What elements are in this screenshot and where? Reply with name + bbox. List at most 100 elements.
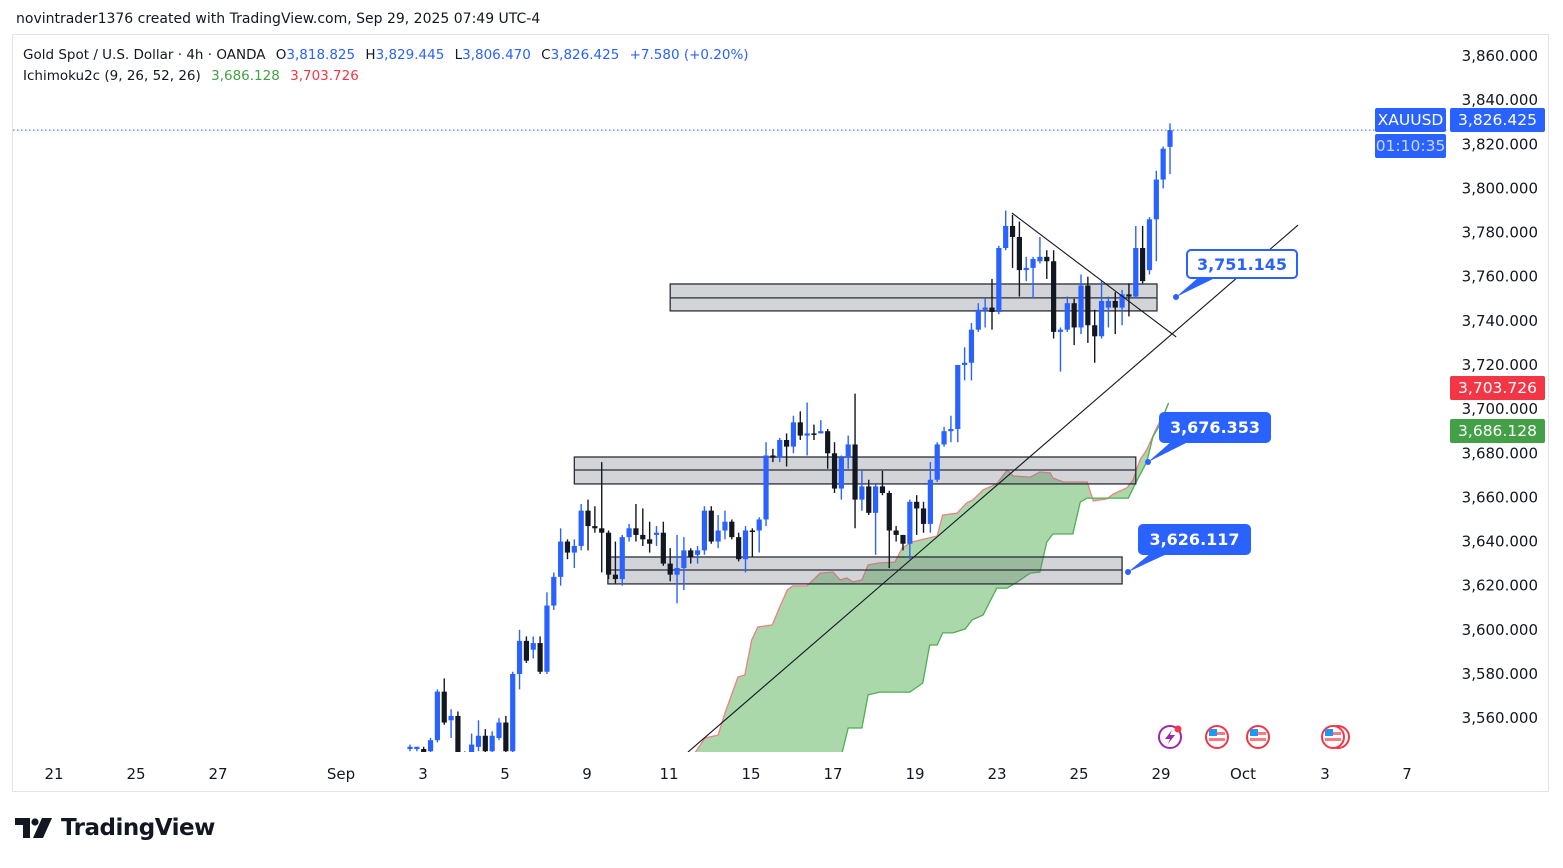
- candle-up: [790, 415, 797, 454]
- candle-body: [975, 309, 981, 330]
- candle-body: [503, 722, 509, 752]
- candle-up: [948, 415, 954, 443]
- candle-up: [1078, 274, 1084, 335]
- candle-up: [516, 629, 523, 690]
- time-axis-label: 25: [1069, 765, 1088, 783]
- candle-body: [640, 534, 646, 540]
- lightning-icon[interactable]: [1158, 725, 1182, 749]
- ichimoku-cloud: [695, 402, 1169, 752]
- ichimoku-green-tag-bg: [1450, 419, 1545, 443]
- tradingview-logo[interactable]: TradingView: [15, 815, 215, 841]
- candle-up: [414, 746, 420, 752]
- candle-body: [578, 510, 584, 546]
- candle-body: [571, 545, 577, 553]
- candle-up: [818, 420, 824, 434]
- ichimoku-red-tag[interactable]: 3,703.726: [1450, 376, 1545, 400]
- candle-down: [1085, 276, 1091, 343]
- candle-body: [996, 248, 1002, 313]
- trendline[interactable]: [1011, 212, 1177, 338]
- close-value: 3,826.425: [550, 47, 620, 63]
- indicator-legend-row[interactable]: Ichimoku2c (9, 26, 52, 26) 3,686.128 3,7…: [23, 66, 749, 87]
- candle-body: [1140, 248, 1146, 282]
- candle-body: [674, 568, 680, 575]
- lightning-bolt: [1165, 730, 1175, 744]
- candle-up: [1023, 256, 1029, 282]
- candle-body: [783, 440, 790, 447]
- price-axis-label: 3,640.000: [1462, 533, 1538, 551]
- price-axis-label: 3,660.000: [1462, 488, 1538, 506]
- candle-up: [448, 709, 454, 738]
- callout-anchor: [1173, 294, 1179, 300]
- candle-up: [653, 526, 660, 546]
- candle-body: [1153, 179, 1159, 220]
- candle-body: [523, 640, 529, 661]
- time-axis-label: Sep: [327, 765, 355, 783]
- candle-up: [777, 437, 783, 463]
- candle-up: [715, 515, 721, 549]
- candle-up: [722, 510, 728, 540]
- open-value: 3,818.825: [286, 47, 356, 63]
- candle-body: [647, 539, 653, 544]
- countdown-tag[interactable]: 01:10:35: [1375, 134, 1446, 158]
- price-axis-label: 3,560.000: [1462, 709, 1538, 727]
- candle-up: [1146, 217, 1153, 275]
- candle-down: [879, 470, 886, 496]
- us-flag-icon[interactable]: [1205, 725, 1229, 749]
- candle-up: [1153, 170, 1159, 262]
- flag-stripe: [1250, 738, 1266, 741]
- candle-body: [633, 528, 639, 535]
- candle-body: [1030, 259, 1036, 268]
- candle-body: [955, 364, 961, 429]
- last-price-tag[interactable]: 3,826.425: [1450, 108, 1545, 132]
- candle-body: [989, 307, 995, 313]
- candle-down: [647, 521, 653, 553]
- callout-text: 3,676.353: [1170, 418, 1260, 437]
- candle-body: [1085, 285, 1091, 326]
- candle-body: [866, 486, 872, 513]
- candle-body: [893, 530, 899, 535]
- time-axis-label: 27: [208, 765, 227, 783]
- candle-body: [907, 501, 913, 544]
- candle-down: [633, 504, 639, 542]
- candle-body: [688, 550, 694, 557]
- candle-up: [742, 526, 749, 573]
- candle-body: [715, 530, 721, 542]
- candle-body: [1037, 256, 1043, 262]
- time-axis-label: 3: [1320, 765, 1330, 783]
- candle-up: [510, 671, 516, 752]
- candle-down: [770, 448, 776, 463]
- ichimoku-green-tag[interactable]: 3,686.128: [1450, 419, 1545, 443]
- candle-down: [852, 393, 858, 529]
- price-callout[interactable]: 3,676.353: [1145, 412, 1271, 465]
- candle-down: [441, 678, 447, 725]
- candle-body: [537, 643, 543, 672]
- us-flag-icon[interactable]: [1246, 725, 1270, 749]
- candle-up: [962, 347, 968, 381]
- trendline[interactable]: [687, 224, 1299, 752]
- candle-down: [585, 499, 591, 551]
- candle-body: [407, 746, 413, 749]
- ichimoku-red-tag-bg: [1450, 376, 1545, 400]
- price-callout[interactable]: 3,751.145: [1173, 249, 1298, 300]
- flag-stripe: [1325, 738, 1341, 741]
- us-flag-double-icon[interactable]: [1321, 725, 1350, 749]
- candle-body: [1057, 329, 1064, 332]
- close-label: C: [541, 47, 551, 63]
- candle-down: [1126, 283, 1132, 317]
- candle-down: [729, 519, 735, 540]
- candle-body: [427, 740, 434, 752]
- candle-down: [893, 526, 899, 542]
- indicator-name: Ichimoku2c (9, 26, 52, 26): [23, 68, 201, 84]
- price-callout[interactable]: 3,626.117: [1125, 524, 1251, 575]
- candle-down: [1051, 250, 1057, 339]
- callout-anchor: [1125, 569, 1131, 575]
- time-axis-label: 17: [823, 765, 842, 783]
- candle-body: [811, 433, 817, 435]
- candle-down: [667, 548, 673, 582]
- candle-up: [845, 435, 851, 469]
- candle-body: [838, 457, 844, 489]
- candle-up: [571, 539, 577, 569]
- symbol-tag[interactable]: XAUUSD: [1375, 108, 1446, 132]
- indicator-value-green: 3,686.128: [211, 68, 280, 84]
